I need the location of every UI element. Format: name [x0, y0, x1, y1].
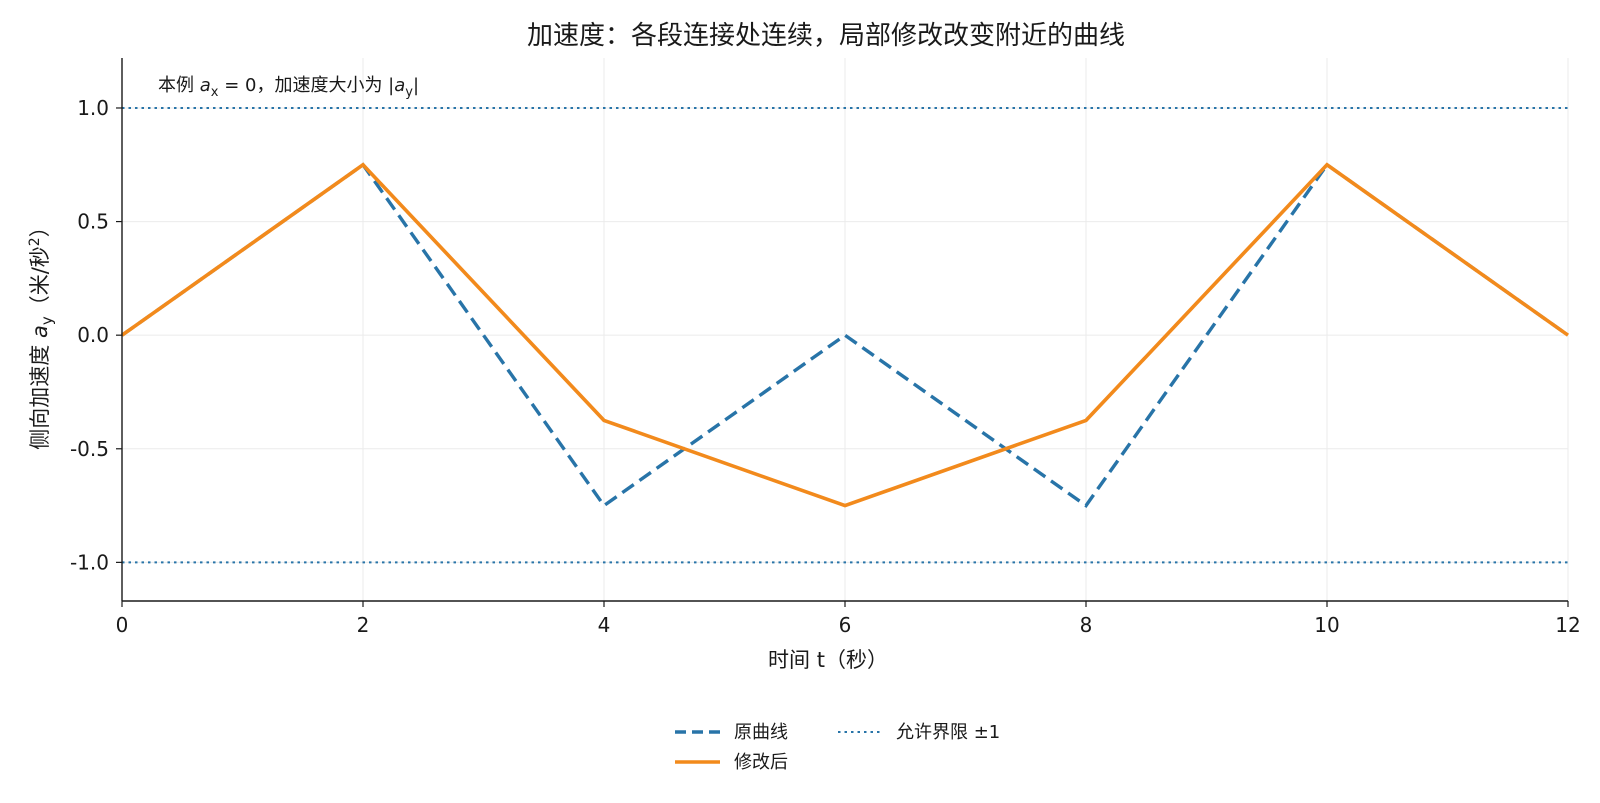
annotation: 本例 ax = 0，加速度大小为 |ay| — [158, 75, 419, 100]
chart-title: 加速度：各段连接处连续，局部修改改变附近的曲线 — [527, 21, 1125, 51]
legend-label-original: 原曲线 — [734, 722, 788, 743]
x-tick-label-2: 4 — [598, 613, 611, 637]
y-tick-label-3: 0.5 — [77, 210, 109, 234]
x-tick-label-4: 8 — [1080, 613, 1093, 637]
x-tick-label-6: 12 — [1555, 613, 1580, 637]
y-tick-label-2: 0.0 — [77, 323, 109, 347]
legend-label-modified: 修改后 — [734, 752, 788, 773]
legend: 原曲线 修改后 允许界限 ±1 — [675, 722, 1000, 773]
x-tick-label-3: 6 — [839, 613, 852, 637]
y-tick-label-0: -1.0 — [70, 550, 109, 574]
grid — [121, 58, 1569, 601]
x-axis-title: 时间 t（秒） — [768, 648, 888, 672]
y-axis-title: 侧向加速度 ay（米/秒2） — [27, 216, 56, 449]
x-tick-label-1: 2 — [357, 613, 370, 637]
series-line-1 — [120, 162, 1570, 508]
axes: 0 2 4 6 8 10 12 -1.0 -0.5 0.0 0.5 1.0 — [70, 58, 1581, 637]
reference-lines — [122, 106, 1568, 564]
y-tick-label-1: -0.5 — [70, 437, 109, 461]
x-tick-label-0: 0 — [116, 613, 129, 637]
x-tick-label-5: 10 — [1314, 613, 1339, 637]
series-lines — [120, 162, 1570, 508]
legend-label-limit: 允许界限 ±1 — [896, 722, 1000, 743]
y-tick-label-4: 1.0 — [77, 96, 109, 120]
